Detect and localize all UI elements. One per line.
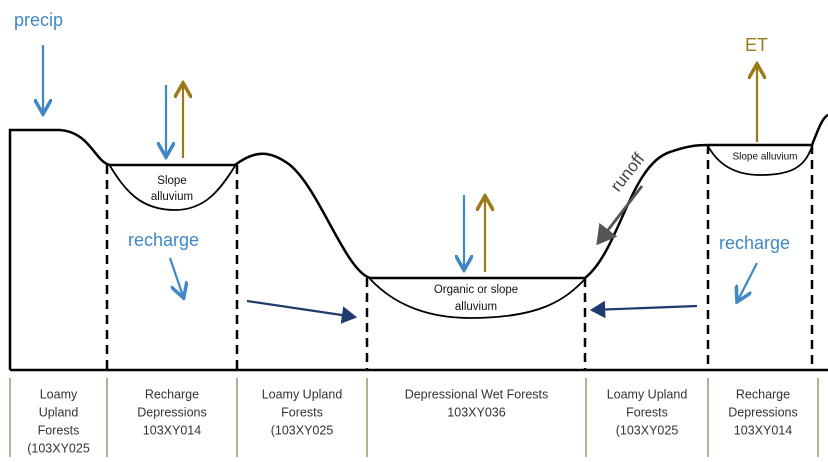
column-label: Depressions	[137, 405, 206, 419]
column-label: Loamy Upland	[262, 387, 343, 401]
basin-label: Slope alluvium	[732, 152, 797, 163]
arrows	[43, 45, 758, 324]
column-label: Depressional Wet Forests	[405, 387, 549, 401]
flow-arrow	[246, 299, 358, 324]
column-label: (103XY025	[27, 441, 90, 455]
column-label: (103XY025	[271, 423, 334, 437]
column-label: Upland	[39, 405, 79, 419]
recharge-label: recharge	[719, 233, 790, 253]
runoff-label: runoff	[607, 149, 649, 195]
basin-label: Organic or slope	[434, 284, 518, 296]
basin-label: Slope	[157, 175, 186, 187]
column-label: (103XY025	[616, 423, 679, 437]
recharge-arrow	[168, 257, 183, 296]
column-label: Recharge	[145, 387, 199, 401]
basin-left	[109, 165, 236, 211]
column-label: Depressions	[728, 405, 797, 419]
recharge-arrow	[738, 262, 758, 300]
recharge-label: recharge	[128, 230, 199, 250]
flow-arrow	[589, 300, 698, 319]
et-label: ET	[745, 35, 768, 55]
column-label: Loamy Upland	[607, 387, 688, 401]
dividers	[105, 145, 814, 370]
column-label: 103XY014	[143, 423, 201, 437]
column-label: 103XY014	[734, 423, 792, 437]
ground-surface	[8, 113, 828, 370]
terrain	[8, 113, 828, 372]
precip-label: precip	[14, 10, 63, 30]
basin-label: alluvium	[455, 301, 497, 313]
column-label: Forests	[626, 405, 668, 419]
column-label: Forests	[38, 423, 80, 437]
basin-center	[369, 278, 586, 319]
basin-right	[707, 145, 813, 176]
column-label: Recharge	[736, 387, 790, 401]
column-label: 103XY036	[447, 405, 505, 419]
column-label: Loamy	[40, 387, 78, 401]
runoff-arrow	[596, 185, 644, 246]
basin-label: alluvium	[151, 191, 193, 203]
column-label: Forests	[281, 405, 323, 419]
legend-columns: Loamy Upland Forests (103XY025 Recharge Depre…	[9, 378, 819, 457]
basins	[109, 145, 813, 319]
